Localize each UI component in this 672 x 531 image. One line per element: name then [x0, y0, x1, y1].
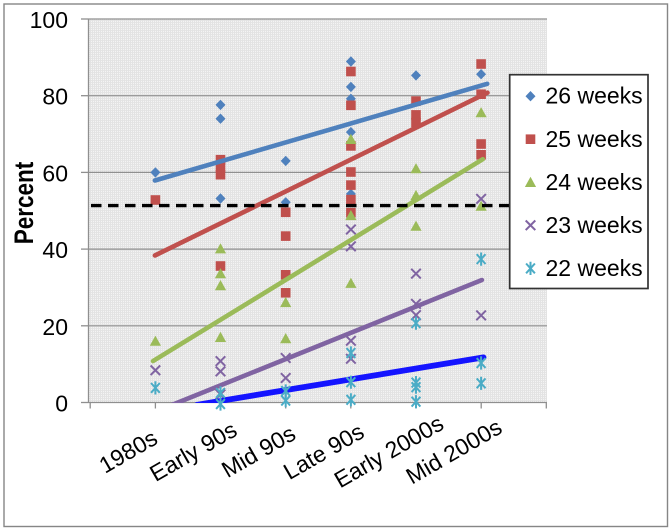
svg-text:0: 0	[55, 391, 68, 417]
svg-text:20: 20	[42, 314, 68, 340]
svg-text:23 weeks: 23 weeks	[546, 212, 643, 238]
svg-text:Percent: Percent	[10, 162, 39, 245]
svg-text:40: 40	[42, 237, 68, 263]
svg-text:25 weeks: 25 weeks	[546, 126, 643, 152]
svg-text:22 weeks: 22 weeks	[546, 255, 643, 281]
svg-text:100: 100	[30, 7, 68, 33]
svg-text:80: 80	[42, 84, 68, 110]
svg-text:26 weeks: 26 weeks	[546, 83, 643, 109]
svg-text:60: 60	[42, 160, 68, 186]
svg-text:24 weeks: 24 weeks	[546, 169, 643, 195]
